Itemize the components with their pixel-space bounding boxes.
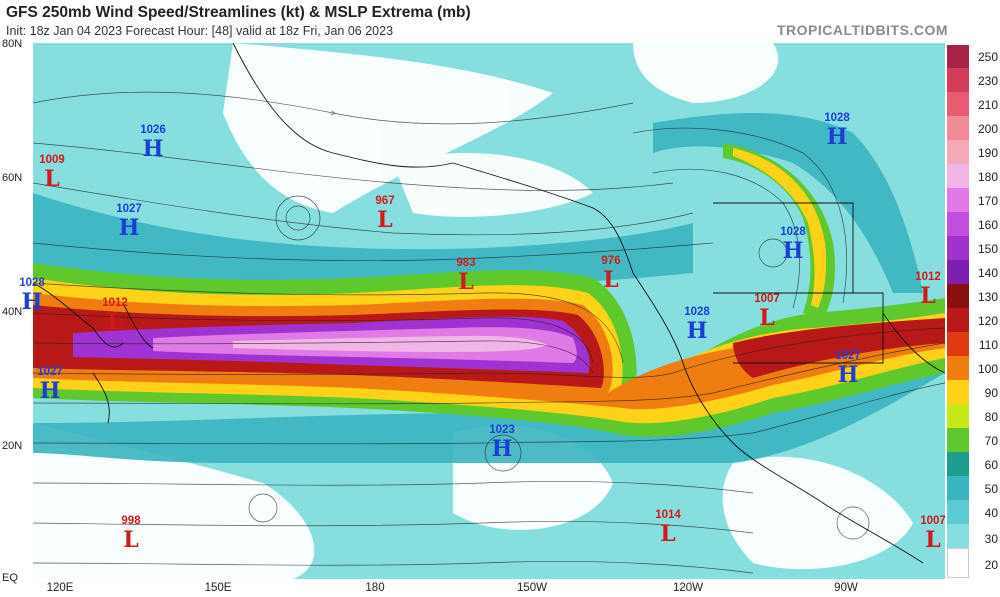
map-svg — [33, 43, 945, 579]
colorbar-swatch — [947, 452, 969, 476]
lon-label-120w: 120W — [672, 582, 704, 594]
colorbar-swatch — [947, 68, 969, 92]
colorbar-label: 210 — [977, 98, 998, 112]
low-pressure-center: 998 L — [121, 514, 141, 553]
colorbar-label: 90 — [984, 386, 998, 400]
colorbar-swatch — [947, 428, 969, 452]
low-pressure-center: 1012 L — [915, 270, 941, 309]
colorbar-swatch — [947, 524, 969, 548]
colorbar-swatch — [947, 45, 969, 68]
colorbar-swatch — [947, 92, 969, 116]
colorbar-label: 190 — [977, 146, 998, 160]
high-pressure-center: 1028 H — [19, 276, 45, 315]
high-pressure-center: 1028 H — [780, 225, 806, 264]
low-pressure-center: 1009 L — [39, 153, 65, 192]
colorbar-label: 120 — [977, 314, 998, 328]
lat-label-20n: 20N — [2, 440, 23, 452]
high-pressure-center: 1026 H — [140, 123, 166, 162]
colorbar-label: 70 — [984, 434, 998, 448]
colorbar-swatch — [947, 140, 969, 164]
low-pressure-center: 1007 L — [920, 514, 946, 553]
colorbar-label: 160 — [977, 218, 998, 232]
map-subtitle: Init: 18z Jan 04 2023 Forecast Hour: [48… — [6, 24, 394, 38]
coastlines — [33, 43, 945, 564]
streamlines — [33, 91, 945, 574]
high-pressure-center: 1023 H — [489, 423, 515, 462]
colorbar-label: 50 — [984, 482, 998, 496]
colorbar-swatch — [947, 380, 969, 404]
colorbar-label: 60 — [984, 458, 998, 472]
colorbar-label: 40 — [984, 506, 998, 520]
lon-label-120e: 120E — [46, 582, 74, 594]
canada-jet-arc-yellow — [733, 148, 827, 308]
calm-regions — [33, 43, 913, 579]
colorbar-swatch — [947, 476, 969, 500]
low-pressure-center: 1014 L — [655, 508, 681, 547]
colorbar-label: 20 — [984, 558, 998, 572]
colorbar-label: 30 — [984, 532, 998, 546]
lat-label-60n: 60N — [2, 172, 23, 184]
lat-label-eq: EQ — [2, 572, 18, 584]
high-pressure-center: 1028 H — [684, 305, 710, 344]
colorbar-label: 80 — [984, 410, 998, 424]
colorbar-swatch — [947, 260, 969, 284]
low-pressure-center: 983 L — [456, 256, 476, 295]
colorbar-label: 100 — [977, 362, 998, 376]
colorbar-swatch — [947, 308, 969, 332]
colorbar-label: 140 — [977, 266, 998, 280]
colorbar-label: 150 — [977, 242, 998, 256]
colorbar-swatch — [947, 236, 969, 260]
colorbar-label: 170 — [977, 194, 998, 208]
colorbar-label: 230 — [977, 74, 998, 88]
low-pressure-center: 1012 L — [102, 296, 128, 335]
lon-label-90w: 90W — [834, 582, 858, 594]
colorbar-label: 200 — [977, 122, 998, 136]
colorbar-label: 130 — [977, 290, 998, 304]
colorbar-swatch — [947, 332, 969, 356]
lat-label-80n: 80N — [2, 38, 23, 50]
colorbar-swatch — [947, 116, 969, 140]
low-pressure-center: 967 L — [375, 194, 395, 233]
colorbar-swatch — [947, 500, 969, 524]
colorbar-swatch — [947, 164, 969, 188]
colorbar-label: 180 — [977, 170, 998, 184]
colorbar-swatch — [947, 356, 969, 380]
low-pressure-center: 1007 L — [754, 292, 780, 331]
wind-speed-map[interactable] — [33, 43, 945, 579]
colorbar-swatch — [947, 212, 969, 236]
high-pressure-center: 1027 H — [116, 202, 142, 241]
lon-label-150e: 150E — [204, 582, 232, 594]
colorbar-swatch — [947, 284, 969, 308]
colorbar-label: 250 — [977, 50, 998, 64]
colorbar-swatch — [947, 548, 969, 578]
jet-core-pink — [233, 335, 548, 352]
map-title: GFS 250mb Wind Speed/Streamlines (kt) & … — [6, 4, 471, 21]
colorbar-swatch — [947, 188, 969, 212]
high-pressure-center: 1028 H — [824, 111, 850, 150]
brand-watermark[interactable]: TROPICALTIDBITS.COM — [776, 22, 948, 38]
high-pressure-center: 1027 H — [835, 349, 861, 388]
lon-label-180: 180 — [365, 582, 385, 594]
high-pressure-center: 1027 H — [37, 365, 63, 404]
colorbar-label: 110 — [978, 338, 998, 352]
lat-label-40n: 40N — [2, 306, 23, 318]
low-pressure-center: 976 L — [601, 254, 621, 293]
lon-label-150w: 150W — [516, 582, 548, 594]
colorbar-swatch — [947, 404, 969, 428]
